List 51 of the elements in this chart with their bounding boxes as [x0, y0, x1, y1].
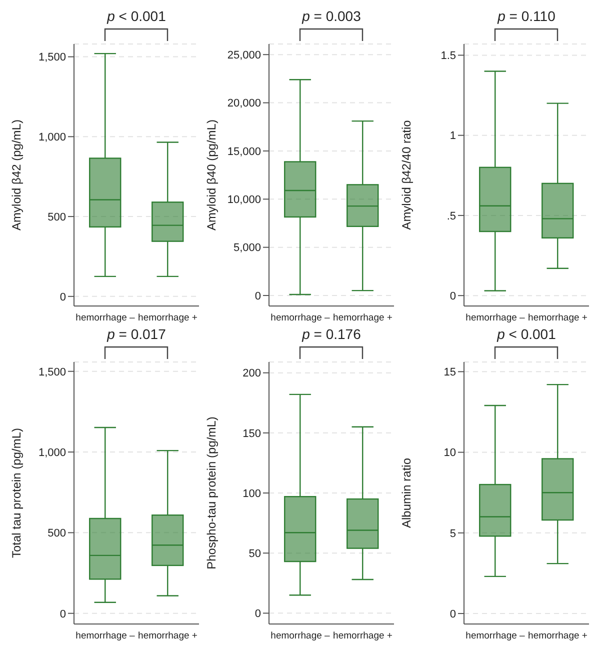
- y-tick-label: 0: [450, 608, 456, 620]
- y-tick-label: 20,000: [227, 98, 261, 110]
- y-tick-label: 25,000: [227, 50, 261, 62]
- y-tick-label: 500: [48, 211, 66, 224]
- x-tick-label: hemorrhage +: [138, 630, 198, 642]
- y-axis-title: Amyloid β42/40 ratio: [399, 120, 414, 230]
- y-axis-title: Amyloid β40 (pg/mL): [204, 120, 218, 230]
- y-tick-label: 1,500: [38, 52, 66, 64]
- y-tick-label: 1,000: [38, 446, 66, 459]
- y-tick-label: 5,000: [233, 242, 261, 254]
- x-tick-label: hemorrhage +: [138, 312, 198, 324]
- y-tick-label: 150: [242, 428, 261, 440]
- y-tick-label: 5: [450, 528, 456, 540]
- text: p = 0.017: [106, 326, 167, 342]
- y-axis-title: Total tau protein (pg/mL): [9, 428, 24, 558]
- x-tick-label: hemorrhage –: [270, 630, 331, 642]
- y-tick-label: 1,000: [38, 132, 66, 144]
- y-axis-title: Albumin ratio: [399, 458, 414, 528]
- y-axis-title: Phospho-tau protein (pg/mL): [204, 416, 218, 570]
- y-tick-label: 0: [254, 290, 261, 302]
- x-tick-label: hemorrhage –: [76, 312, 136, 324]
- y-tick-label: 0: [60, 608, 66, 620]
- y-tick-label: 15,000: [227, 146, 261, 158]
- y-axis-title: Amyloid β42 (pg/mL): [9, 120, 24, 230]
- y-tick-label: 0: [60, 291, 66, 304]
- text: p < 0.001: [106, 8, 167, 24]
- x-tick-label: hemorrhage +: [333, 630, 393, 642]
- y-tick-label: 15: [444, 366, 456, 379]
- text: p = 0.003: [300, 8, 362, 24]
- y-tick-label: 1.5: [440, 50, 456, 62]
- y-tick-label: 50: [248, 548, 261, 560]
- x-tick-label: hemorrhage –: [466, 312, 526, 324]
- x-tick-label: hemorrhage –: [270, 312, 331, 324]
- y-tick-label: 200: [242, 368, 261, 380]
- text: p = 0.176: [300, 326, 362, 342]
- y-tick-label: 0: [450, 290, 456, 302]
- y-tick-label: 1: [450, 130, 456, 142]
- y-tick-label: 10,000: [227, 194, 261, 206]
- text: p = 0.110: [496, 8, 556, 24]
- y-tick-label: 500: [48, 528, 66, 540]
- y-tick-label: 1,500: [38, 366, 66, 378]
- x-tick-label: hemorrhage +: [528, 630, 588, 642]
- x-tick-label: hemorrhage –: [466, 630, 526, 642]
- y-tick-label: 100: [242, 488, 261, 500]
- y-tick-label: 0: [254, 608, 261, 620]
- x-tick-label: hemorrhage +: [528, 312, 588, 324]
- x-tick-label: hemorrhage –: [76, 630, 136, 642]
- x-tick-label: hemorrhage +: [333, 312, 393, 324]
- y-tick-label: 10: [444, 447, 456, 460]
- y-tick-label: .5: [446, 210, 456, 222]
- text: p < 0.001: [496, 326, 557, 342]
